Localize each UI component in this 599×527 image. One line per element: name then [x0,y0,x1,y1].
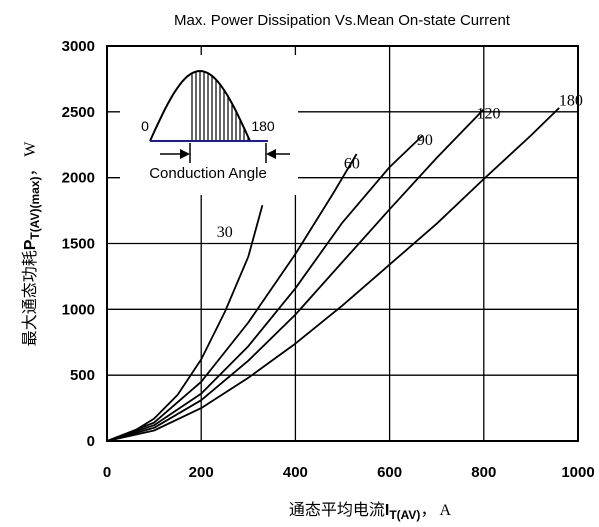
curve-label-120: 120 [477,105,501,122]
chart-title: Max. Power Dissipation Vs.Mean On-state … [174,12,511,29]
y-axis-title-symbol: P [22,239,39,250]
x-axis-title: 通态平均电流IT(AV)， A [289,501,452,522]
y-tick-label: 3000 [62,38,95,55]
curve-90 [106,134,424,442]
curve-label-30: 30 [217,224,233,241]
y-tick-label: 500 [70,367,95,384]
inset-background [120,55,298,195]
y-tick-label: 1000 [62,301,95,318]
x-tick-labels: 0 200 400 600 800 1000 [103,464,595,481]
y-axis-title-prefix: 最大通态功耗 [21,250,39,346]
x-axis-title-prefix: 通态平均电流 [289,501,385,519]
x-tick-label: 400 [283,464,308,481]
x-axis-title-suffix: ， A [420,502,451,519]
curve-60 [106,153,358,442]
y-axis-title-subscript: T(AV)(max) [28,177,42,240]
y-tick-label: 0 [87,433,95,450]
x-tick-label: 600 [377,464,402,481]
inset-start-label: 0 [141,118,149,134]
plot-frame [106,45,579,442]
inset-left-arrowhead [180,149,190,159]
curves [106,107,560,442]
curve-label-90: 90 [417,132,433,149]
x-axis-title-symbol: I [385,502,389,519]
inset-caption: Conduction Angle [149,165,267,182]
inset-right-arrowhead [266,149,276,159]
y-tick-label: 2500 [62,104,95,121]
curve-180 [106,107,560,442]
y-tick-labels: 0 500 1000 1500 2000 2500 3000 [62,38,95,450]
y-axis-title: 最大通态功耗PT(AV)(max)， W [21,141,42,347]
x-axis-title-subscript: T(AV) [389,508,420,522]
y-tick-label: 1500 [62,236,95,253]
x-tick-label: 800 [471,464,496,481]
x-tick-label: 1000 [561,464,594,481]
inset-sine-wave [149,69,251,142]
inset-hatching [191,71,249,141]
x-tick-label: 200 [189,464,214,481]
y-tick-label: 2000 [62,170,95,187]
conduction-angle-inset: 0 180 Conduction Angle [120,55,298,195]
curve-labels: 30 60 90 120 180 [217,92,583,241]
x-tick-label: 0 [103,464,111,481]
curve-label-180: 180 [559,92,583,109]
curve-120 [106,108,485,442]
curve-label-60: 60 [344,155,360,172]
y-axis-title-suffix: ， W [22,141,39,177]
inset-end-label: 180 [251,118,275,134]
